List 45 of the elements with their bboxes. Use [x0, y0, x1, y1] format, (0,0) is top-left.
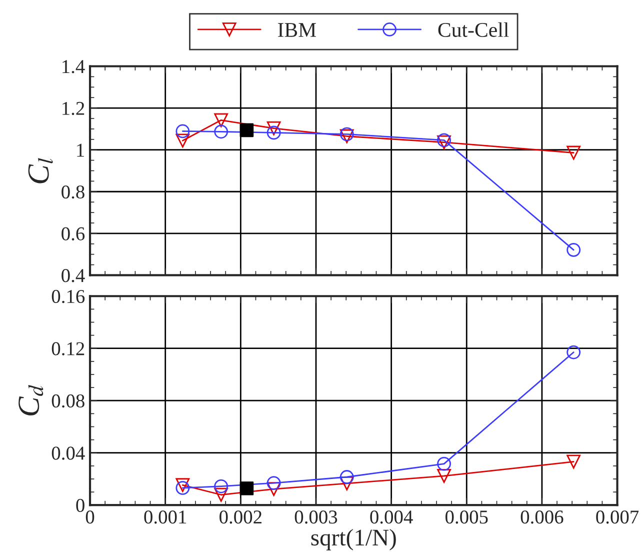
- y-tick-label: 0.8: [62, 185, 84, 199]
- y-axis-title: C$_{l}$: [28, 158, 53, 184]
- point: [566, 454, 581, 469]
- x-tick-label: 0.006: [520, 510, 564, 524]
- y-tick-label: 0.08: [52, 394, 84, 408]
- point: [176, 134, 190, 148]
- point: [176, 478, 190, 492]
- point: [240, 123, 254, 138]
- x-tick-label: 0.004: [370, 510, 413, 524]
- point: [340, 470, 354, 484]
- y-tick-label: 0.6: [62, 227, 85, 240]
- point: [437, 469, 451, 483]
- x-tick-label: 0.001: [144, 510, 186, 524]
- x-tick-label: 0.005: [446, 510, 488, 524]
- point: [566, 345, 581, 360]
- point: [266, 476, 281, 490]
- y-tick-label: 0.16: [52, 290, 85, 304]
- point: [176, 124, 190, 138]
- y-tick-label: 1.4: [62, 60, 85, 74]
- point: [214, 488, 228, 502]
- point: [214, 479, 228, 494]
- legend-label: Cut-Cell: [438, 22, 509, 37]
- x-axis-title: sqrt(1/N): [311, 528, 396, 550]
- y-tick-label: 0.04: [52, 446, 85, 460]
- point: [214, 124, 228, 139]
- x-tick-label: 0.007: [596, 510, 639, 524]
- point: [566, 242, 581, 257]
- point: [566, 146, 581, 160]
- y-tick-label: 0.4: [62, 269, 85, 282]
- y-tick-label: 1: [77, 144, 84, 157]
- point: [266, 121, 281, 136]
- x-tick-label: 0.002: [220, 510, 262, 524]
- point: [214, 113, 228, 128]
- y-axis-title: C$_{d}$: [18, 384, 44, 416]
- legend-label: IBM: [278, 23, 316, 37]
- y-tick-label: 1.2: [62, 102, 84, 116]
- y-tick-label: 0.12: [52, 342, 84, 356]
- point: [266, 126, 281, 140]
- point: [176, 481, 190, 495]
- point: [266, 482, 281, 496]
- x-tick-label: 0: [86, 510, 94, 524]
- x-tick-label: 0.003: [294, 510, 338, 524]
- point: [437, 456, 451, 471]
- y-tick-label: 0: [76, 498, 84, 512]
- point: [240, 481, 254, 496]
